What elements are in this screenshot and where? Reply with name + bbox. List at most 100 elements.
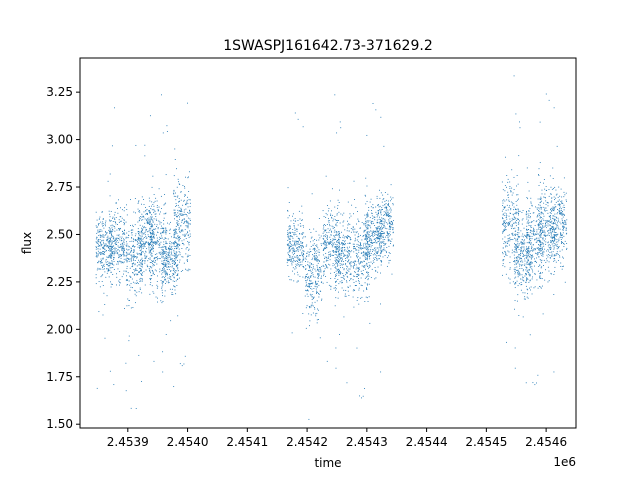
data-point [151,218,153,220]
data-point [301,245,303,247]
data-point [132,244,134,246]
data-point [189,233,191,235]
data-point [133,249,135,251]
data-point [538,237,540,239]
data-point [302,257,304,259]
data-point [141,278,143,280]
data-point [131,278,133,280]
data-point [116,284,117,286]
data-point [325,247,326,249]
data-point [312,240,314,242]
data-point [372,250,373,252]
data-point [524,275,526,277]
data-point [103,239,105,241]
data-point [121,247,123,249]
data-point [529,275,531,277]
data-point [561,229,563,231]
data-point [136,280,138,282]
data-point [356,276,357,278]
data-point [149,269,150,271]
data-point [367,300,369,302]
data-point [527,297,529,299]
data-point [292,270,294,272]
data-point [178,240,180,242]
data-point [557,217,559,219]
data-point [563,209,565,211]
data-point [344,258,346,259]
data-point [347,269,349,271]
data-point [108,265,110,267]
data-point [377,205,379,206]
data-point [522,242,524,244]
data-point [113,254,115,256]
data-point [345,274,347,276]
data-point [299,246,301,248]
data-point [295,250,297,252]
data-point [505,226,507,227]
data-point [554,219,556,220]
data-point [337,269,339,271]
data-point [527,213,529,215]
data-point [366,247,368,249]
data-point [126,214,128,216]
data-point [293,233,295,235]
data-point [563,243,564,244]
data-point [556,216,558,218]
data-point [305,289,307,291]
data-point [288,248,290,250]
data-point [151,285,153,287]
data-point [382,250,384,252]
data-point [348,260,350,262]
data-point [559,255,561,257]
data-point [365,258,367,260]
data-point [95,277,97,279]
data-point [309,265,311,267]
data-point [152,265,154,267]
data-point [103,253,105,255]
y-tick-label: 2.25 [46,275,73,289]
data-point [173,230,175,232]
data-point [343,268,345,270]
data-point [358,287,360,289]
data-point [150,240,152,242]
data-point [140,270,142,272]
data-point [157,226,159,228]
data-point [313,228,315,230]
data-point [523,246,525,248]
data-point [534,258,535,260]
data-point [509,223,511,225]
data-point [350,278,352,280]
data-point [140,244,142,246]
data-point [335,288,337,290]
data-point [118,254,120,256]
data-point [178,228,180,230]
data-point [126,252,128,254]
data-point [388,215,390,217]
x-tick-label: 2.4541 [226,435,268,449]
data-point [371,233,373,235]
data-point [153,234,155,236]
data-point [143,226,145,228]
data-point [515,243,517,245]
data-point [297,237,299,239]
data-point [140,231,142,233]
data-point [366,252,368,254]
data-point [554,231,555,233]
data-point [346,275,348,277]
data-point [562,226,564,228]
data-point [358,303,360,305]
data-point [142,219,144,221]
data-point [151,241,153,243]
data-point [162,295,163,297]
data-point [110,230,112,232]
data-point [503,199,505,201]
data-point [287,209,288,211]
data-point [552,255,554,257]
data-point [508,277,510,279]
data-point [350,278,352,279]
data-point [292,267,294,269]
data-point [527,250,529,252]
data-point [352,243,354,245]
data-point [373,230,375,232]
data-point [520,284,522,286]
